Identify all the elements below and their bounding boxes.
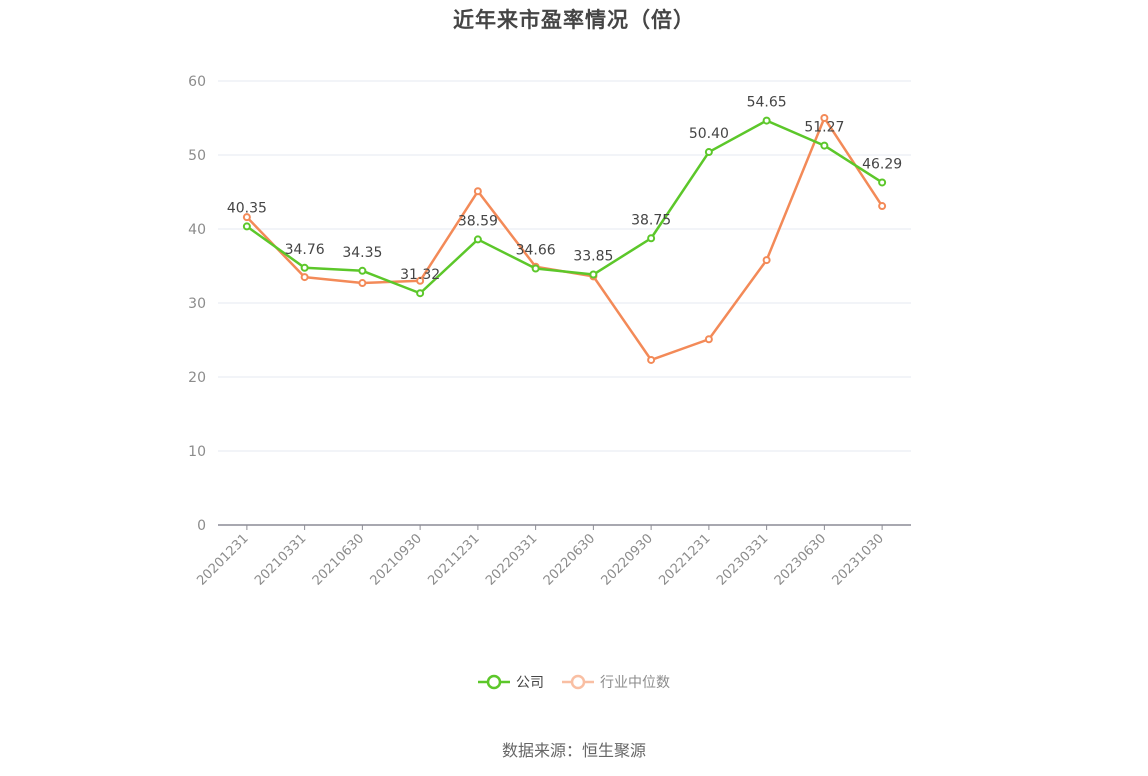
x-tick-label: 20211231 bbox=[425, 531, 482, 588]
y-axis: 0 10 20 30 40 50 60 bbox=[188, 74, 206, 534]
data-point[interactable] bbox=[358, 279, 367, 288]
data-label: 34.76 bbox=[285, 242, 325, 258]
data-source-note: 数据来源：恒生聚源 bbox=[501, 741, 646, 760]
legend-industry-line-circle-icon bbox=[562, 674, 594, 690]
legend-item-company[interactable]: 公司 bbox=[478, 672, 544, 692]
y-tick-label: 50 bbox=[188, 148, 206, 164]
y-tick-label: 40 bbox=[188, 222, 206, 238]
data-point[interactable] bbox=[473, 235, 482, 244]
x-tick-label: 20210930 bbox=[368, 531, 425, 588]
series-industry-median[interactable] bbox=[242, 114, 887, 364]
data-labels: 40.35 34.76 34.35 31.32 38.59 34.66 33.85 38.75… bbox=[227, 95, 902, 284]
y-tick-label: 0 bbox=[197, 518, 206, 534]
y-tick-label: 60 bbox=[188, 74, 206, 90]
data-point[interactable] bbox=[704, 335, 713, 344]
data-label: 31.32 bbox=[400, 267, 440, 283]
x-tick-label: 20210630 bbox=[310, 531, 367, 588]
legend-item-industry-median[interactable]: 行业中位数 bbox=[562, 672, 670, 692]
x-tick-label: 20220331 bbox=[483, 531, 540, 588]
legend-label-company: 公司 bbox=[516, 675, 544, 691]
x-tick-label: 20220930 bbox=[599, 531, 656, 588]
data-point[interactable] bbox=[531, 264, 540, 273]
y-tick-label: 10 bbox=[188, 444, 206, 460]
legend-company-line-circle-icon bbox=[478, 674, 510, 690]
series-company[interactable] bbox=[242, 116, 887, 298]
data-label: 51.27 bbox=[804, 120, 844, 136]
x-tick-label: 20230630 bbox=[772, 531, 829, 588]
data-label: 40.35 bbox=[227, 200, 267, 216]
data-label: 33.85 bbox=[573, 249, 613, 265]
data-point[interactable] bbox=[416, 276, 425, 285]
data-point[interactable] bbox=[878, 202, 887, 211]
x-tick-label: 20201231 bbox=[194, 531, 251, 588]
data-point[interactable] bbox=[300, 263, 309, 272]
data-label: 34.66 bbox=[516, 243, 556, 259]
data-point[interactable] bbox=[762, 116, 771, 125]
data-point[interactable] bbox=[473, 187, 482, 196]
data-point[interactable] bbox=[878, 178, 887, 187]
x-tick-label: 20231030 bbox=[830, 531, 887, 588]
data-point[interactable] bbox=[820, 141, 829, 150]
data-point[interactable] bbox=[242, 213, 251, 222]
data-point[interactable] bbox=[300, 273, 309, 282]
data-label: 54.65 bbox=[747, 95, 787, 111]
data-point[interactable] bbox=[820, 114, 829, 122]
data-label: 50.40 bbox=[689, 126, 729, 142]
data-point[interactable] bbox=[762, 256, 771, 265]
legend: 公司 行业中位数 bbox=[0, 672, 1148, 692]
data-label: 34.35 bbox=[342, 245, 382, 261]
data-point[interactable] bbox=[647, 355, 656, 364]
y-tick-label: 20 bbox=[188, 370, 206, 386]
data-point[interactable] bbox=[647, 234, 656, 243]
data-label: 46.29 bbox=[862, 156, 902, 172]
x-tick-label: 20221231 bbox=[656, 531, 713, 588]
legend-label-industry-median: 行业中位数 bbox=[600, 675, 670, 691]
chart-title: 近年来市盈率情况（倍） bbox=[453, 8, 695, 32]
data-point[interactable] bbox=[589, 270, 598, 279]
x-tick-label: 20230331 bbox=[714, 531, 771, 588]
y-tick-label: 30 bbox=[188, 296, 206, 312]
data-point[interactable] bbox=[358, 266, 367, 275]
grid-lines bbox=[218, 80, 911, 452]
x-tick-label: 20220630 bbox=[541, 531, 598, 588]
data-label: 38.75 bbox=[631, 212, 671, 228]
data-label: 38.59 bbox=[458, 213, 498, 229]
data-point[interactable] bbox=[416, 289, 425, 298]
x-tick-label: 20210331 bbox=[252, 531, 309, 588]
data-point[interactable] bbox=[242, 222, 251, 231]
x-axis: 20201231 20210331 20210630 20210930 20211231… bbox=[194, 524, 911, 589]
data-point[interactable] bbox=[704, 148, 713, 157]
